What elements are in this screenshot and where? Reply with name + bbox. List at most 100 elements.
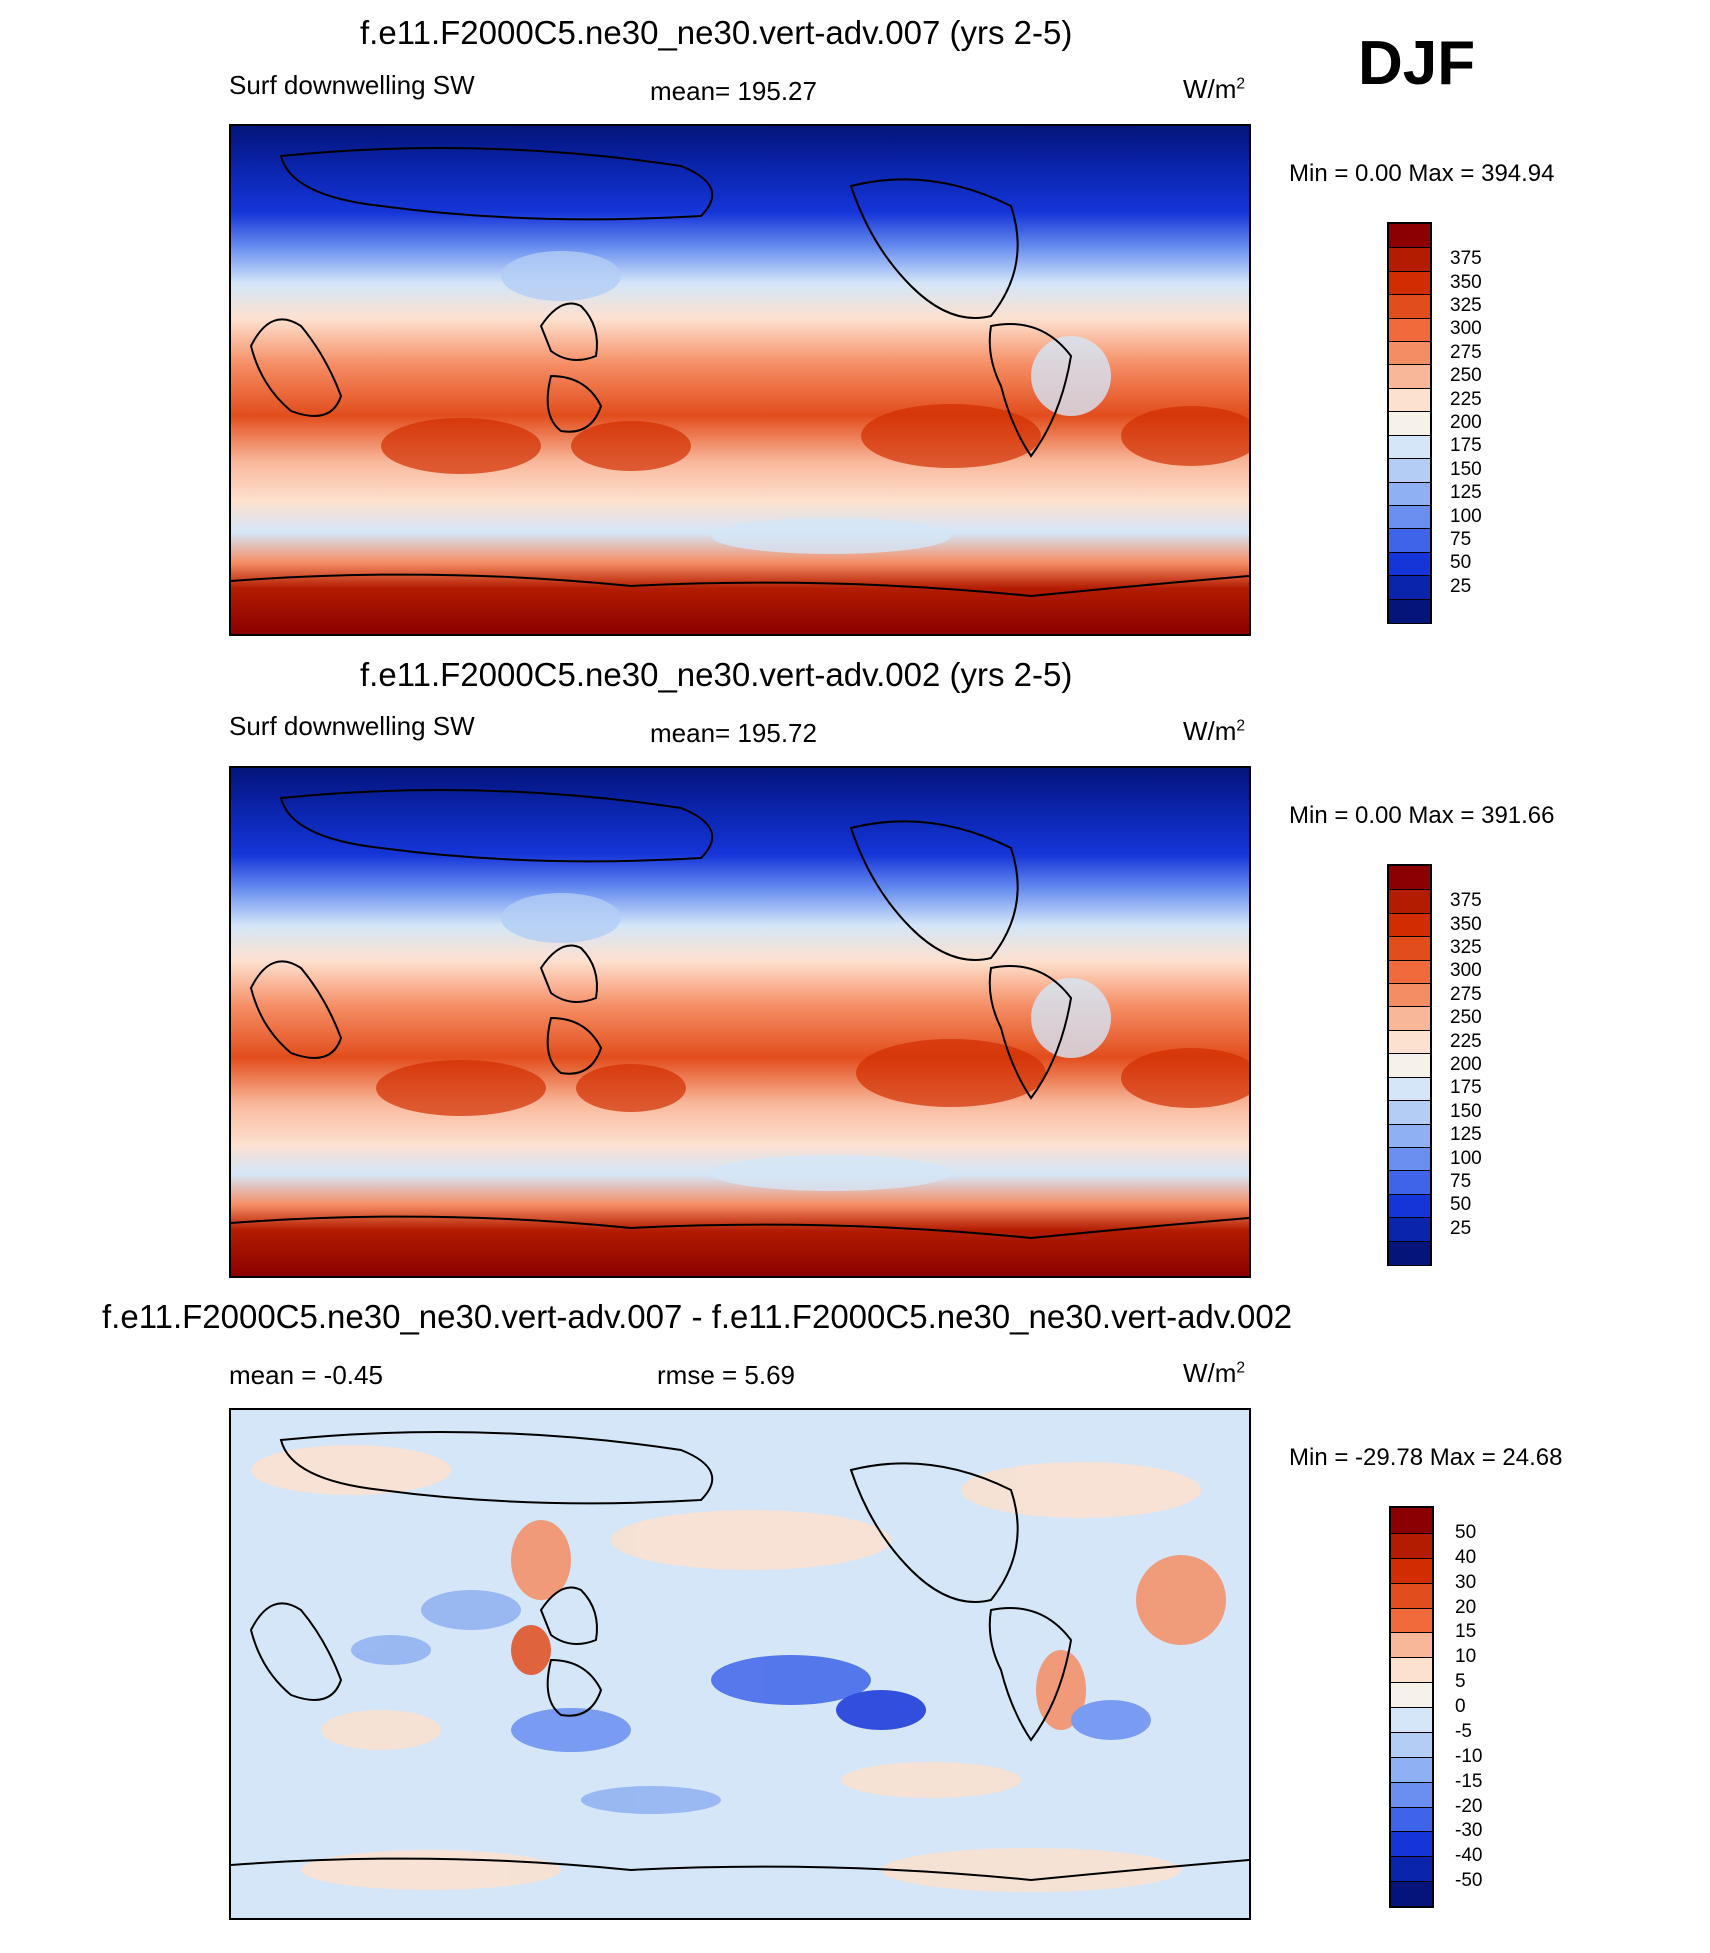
colorbar-tick-label: 275 (1450, 341, 1482, 363)
colorbar-separator (1389, 551, 1430, 553)
colorbar-separator (1389, 1123, 1430, 1125)
colorbar-swatch (1391, 1731, 1432, 1757)
colorbar-tick-label: 100 (1450, 1147, 1482, 1169)
colorbar-separator (1389, 1006, 1430, 1008)
colorbar-separator (1389, 1217, 1430, 1219)
panel1-variable-label: Surf downwelling SW (229, 70, 475, 100)
colorbar-tick-label: 50 (1450, 1194, 1472, 1216)
colorbar-tick-label: -20 (1455, 1795, 1483, 1817)
panel1-map-field (231, 126, 1249, 634)
colorbar-swatch (1391, 1508, 1432, 1533)
colorbar-separator (1389, 959, 1430, 961)
colorbar-swatch (1389, 1146, 1430, 1171)
colorbar-swatch (1391, 1756, 1432, 1782)
colorbar-separator (1391, 1707, 1432, 1708)
colorbar-swatch (1389, 224, 1430, 248)
panel3-units: W/m2 (1183, 1358, 1246, 1388)
colorbar-swatch (1391, 1881, 1432, 1907)
colorbar-separator (1389, 294, 1430, 296)
colorbar-separator (1389, 434, 1430, 436)
season-label: DJF (1358, 29, 1476, 98)
colorbar-tick-label: 125 (1450, 1124, 1482, 1146)
colorbar-tick-label: 250 (1450, 365, 1482, 387)
colorbar-separator (1389, 247, 1430, 249)
colorbar-separator (1389, 1170, 1430, 1172)
colorbar-separator (1391, 1781, 1432, 1783)
colorbar-swatch (1389, 1193, 1430, 1218)
colorbar-separator (1391, 1856, 1432, 1858)
colorbar-swatch (1389, 1123, 1430, 1148)
colorbar-swatch (1389, 434, 1430, 459)
colorbar-swatch (1391, 1781, 1432, 1807)
panel1-mean-label: mean= 195.27 (650, 76, 817, 106)
colorbar-separator (1389, 458, 1430, 460)
colorbar-swatch (1389, 983, 1430, 1008)
colorbar-swatch (1389, 936, 1430, 961)
colorbar-separator (1389, 341, 1430, 343)
panel1-units: W/m2 (1183, 74, 1246, 104)
panel2-minmax: Min = 0.00 Max = 391.66 (1289, 802, 1555, 829)
colorbar-tick-label: 150 (1450, 458, 1482, 480)
colorbar-swatch (1389, 575, 1430, 600)
colorbar-tick-label: 275 (1450, 983, 1482, 1005)
panel2-mean-label: mean= 195.72 (650, 718, 817, 748)
colorbar-swatch (1391, 1557, 1432, 1583)
colorbar-tick-label: 0 (1455, 1696, 1466, 1717)
colorbar-swatch (1391, 1657, 1432, 1683)
colorbar-separator (1389, 912, 1430, 914)
panel2-variable-label: Surf downwelling SW (229, 711, 475, 741)
colorbar-separator (1391, 1731, 1432, 1733)
colorbar-tick-label: 375 (1450, 248, 1482, 270)
colorbar-separator (1391, 1607, 1432, 1609)
colorbar-swatch (1389, 1240, 1430, 1265)
colorbar-tick-label: 75 (1450, 529, 1472, 551)
panel1-minmax: Min = 0.00 Max = 394.94 (1289, 160, 1555, 187)
colorbar-tick-label: 225 (1450, 388, 1482, 410)
colorbar-separator (1389, 1193, 1430, 1195)
panel2-title: f.e11.F2000C5.ne30_ne30.vert-adv.002 (yr… (360, 656, 1073, 693)
colorbar-swatch (1389, 598, 1430, 623)
colorbar-separator (1391, 1532, 1432, 1534)
colorbar-separator (1391, 1881, 1432, 1883)
colorbar-tick-label: 350 (1450, 271, 1482, 293)
colorbar-separator (1391, 1682, 1432, 1684)
colorbar-swatch (1389, 317, 1430, 342)
colorbar-swatch (1389, 458, 1430, 483)
panel3-map-field (231, 1410, 1249, 1918)
colorbar-tick-label: 25 (1450, 575, 1472, 597)
panel3-mean-label: mean = -0.45 (229, 1360, 383, 1390)
colorbar-tick-label: 325 (1450, 936, 1482, 958)
colorbar-swatch (1389, 504, 1430, 529)
colorbar-separator (1391, 1657, 1432, 1659)
panel1-map (229, 124, 1251, 636)
colorbar-tick-label: 15 (1455, 1621, 1477, 1643)
colorbar-tick-label: -40 (1455, 1845, 1483, 1867)
colorbar-swatch (1389, 1170, 1430, 1195)
colorbar-separator (1389, 387, 1430, 389)
colorbar-tick-label: 25 (1450, 1217, 1472, 1239)
panel1-title: f.e11.F2000C5.ne30_ne30.vert-adv.007 (yr… (360, 14, 1073, 51)
colorbar-swatch (1389, 1053, 1430, 1078)
panel2-map (229, 766, 1251, 1278)
colorbar-tick-label: 150 (1450, 1100, 1482, 1122)
colorbar-separator (1389, 1100, 1430, 1102)
colorbar-separator (1389, 598, 1430, 600)
colorbar-separator (1391, 1557, 1432, 1559)
colorbar-swatch (1391, 1682, 1432, 1708)
colorbar-swatch (1389, 481, 1430, 506)
colorbar-separator (1389, 889, 1430, 891)
colorbar-tick-label: 175 (1450, 435, 1482, 457)
colorbar-separator (1389, 575, 1430, 577)
colorbar-tick-label: 20 (1455, 1596, 1477, 1618)
colorbar-separator (1389, 364, 1430, 366)
colorbar-separator (1389, 411, 1430, 413)
colorbar-separator (1389, 528, 1430, 530)
panel3-colorbar (1389, 1506, 1434, 1908)
colorbar-swatch (1389, 411, 1430, 436)
colorbar-swatch (1389, 912, 1430, 937)
colorbar-tick-label: 300 (1450, 960, 1482, 982)
panel2-colorbar (1387, 864, 1432, 1266)
colorbar-swatch (1389, 294, 1430, 319)
panel2-units: W/m2 (1183, 716, 1246, 746)
colorbar-swatch (1389, 959, 1430, 984)
